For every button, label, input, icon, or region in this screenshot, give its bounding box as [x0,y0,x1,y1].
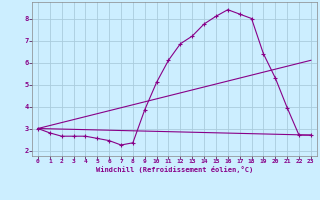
X-axis label: Windchill (Refroidissement éolien,°C): Windchill (Refroidissement éolien,°C) [96,166,253,173]
